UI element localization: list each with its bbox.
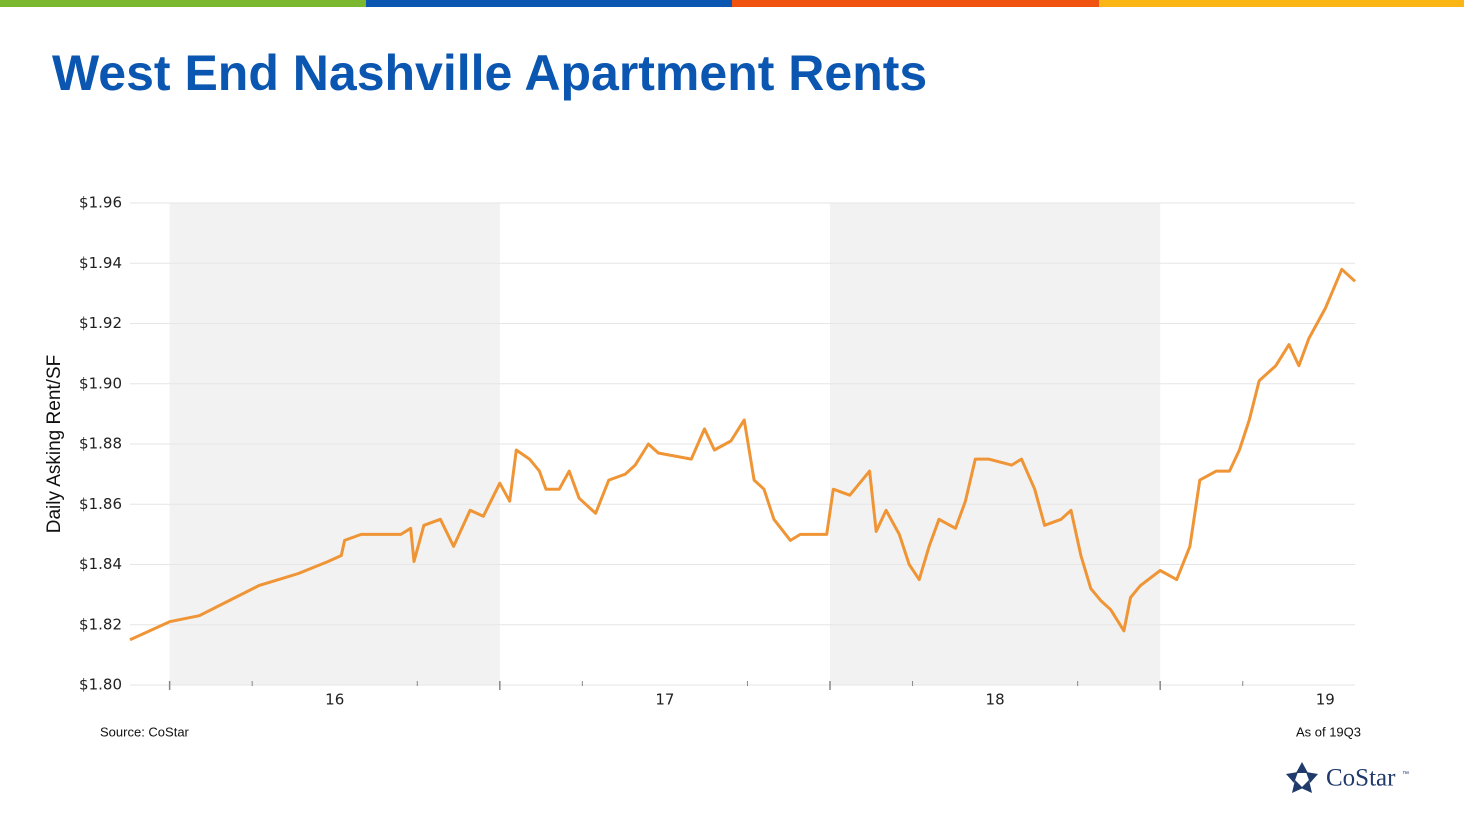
x-tick-label: 18	[986, 691, 1005, 709]
slide-title: West End Nashville Apartment Rents	[52, 45, 927, 101]
y-tick-label: $1.96	[79, 194, 122, 212]
y-tick-label: $1.84	[79, 555, 122, 573]
x-tick-label: 19	[1316, 691, 1335, 709]
x-tick-label: 16	[325, 691, 344, 709]
y-tick-label: $1.82	[79, 615, 122, 633]
y-tick-label: $1.80	[79, 676, 122, 694]
y-tick-label: $1.90	[79, 374, 122, 392]
logo-text: CoStar	[1326, 765, 1396, 792]
note: As of 19Q3	[1296, 724, 1361, 739]
y-tick-label: $1.94	[79, 254, 122, 272]
logo-icon	[1286, 762, 1318, 793]
source: Source: CoStar	[100, 724, 190, 739]
y-axis-label: Daily Asking Rent/SF	[44, 355, 65, 533]
y-tick-label: $1.88	[79, 435, 122, 453]
data-line	[129, 267, 1357, 642]
accent-bar	[732, 0, 1099, 7]
accent-bar	[366, 0, 732, 7]
y-tick-label: $1.92	[79, 314, 122, 332]
logo-mark: ™	[1402, 771, 1409, 778]
x-tick-label: 17	[655, 691, 674, 709]
plot: $1.80 $1.82 $1.84 $1.86 $1.88 $1.90 $1.92 $1.94…	[79, 194, 1357, 709]
y-tick-label: $1.86	[79, 495, 122, 513]
accent-bar	[0, 0, 366, 7]
accent-bar	[1099, 0, 1464, 7]
